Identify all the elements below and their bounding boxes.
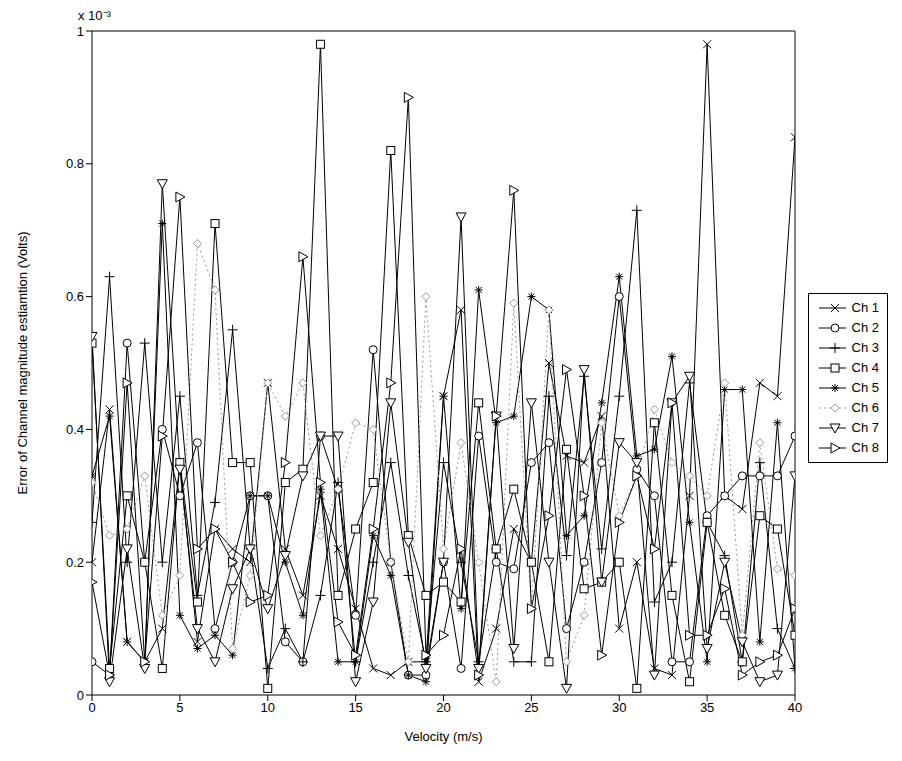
svg-text:0.4: 0.4 bbox=[66, 422, 84, 437]
svg-text:0.8: 0.8 bbox=[66, 156, 84, 171]
svg-text:10: 10 bbox=[261, 700, 275, 715]
svg-text:40: 40 bbox=[788, 700, 802, 715]
html-text:Ch 1: Ch 1 bbox=[851, 300, 879, 315]
svg-text:0: 0 bbox=[77, 688, 84, 703]
svg-text:25: 25 bbox=[524, 700, 538, 715]
html-text:Ch 5: Ch 5 bbox=[851, 380, 879, 395]
html-text:Ch 4: Ch 4 bbox=[851, 360, 879, 375]
svg-text:Error of Channel magnitude est: Error of Channel magnitude estiamtion (V… bbox=[15, 231, 30, 494]
svg-text:30: 30 bbox=[612, 700, 626, 715]
html-text:x 10⁻³: x 10⁻³ bbox=[78, 8, 111, 23]
html-text:Ch 3: Ch 3 bbox=[851, 340, 879, 355]
svg-text:0: 0 bbox=[88, 700, 95, 715]
html-text:Ch 8: Ch 8 bbox=[851, 440, 879, 455]
svg-text:0.6: 0.6 bbox=[66, 289, 84, 304]
svg-text:20: 20 bbox=[436, 700, 450, 715]
svg-text:35: 35 bbox=[700, 700, 714, 715]
svg-text:5: 5 bbox=[176, 700, 183, 715]
svg-text:15: 15 bbox=[348, 700, 362, 715]
svg-text:Velocity (m/s): Velocity (m/s) bbox=[404, 729, 482, 744]
html-text:Ch 2: Ch 2 bbox=[851, 320, 879, 335]
svg-text:0.2: 0.2 bbox=[66, 555, 84, 570]
html-text:Ch 6: Ch 6 bbox=[851, 400, 879, 415]
svg-text:1: 1 bbox=[77, 24, 84, 39]
html-text:Ch 7: Ch 7 bbox=[851, 420, 879, 435]
